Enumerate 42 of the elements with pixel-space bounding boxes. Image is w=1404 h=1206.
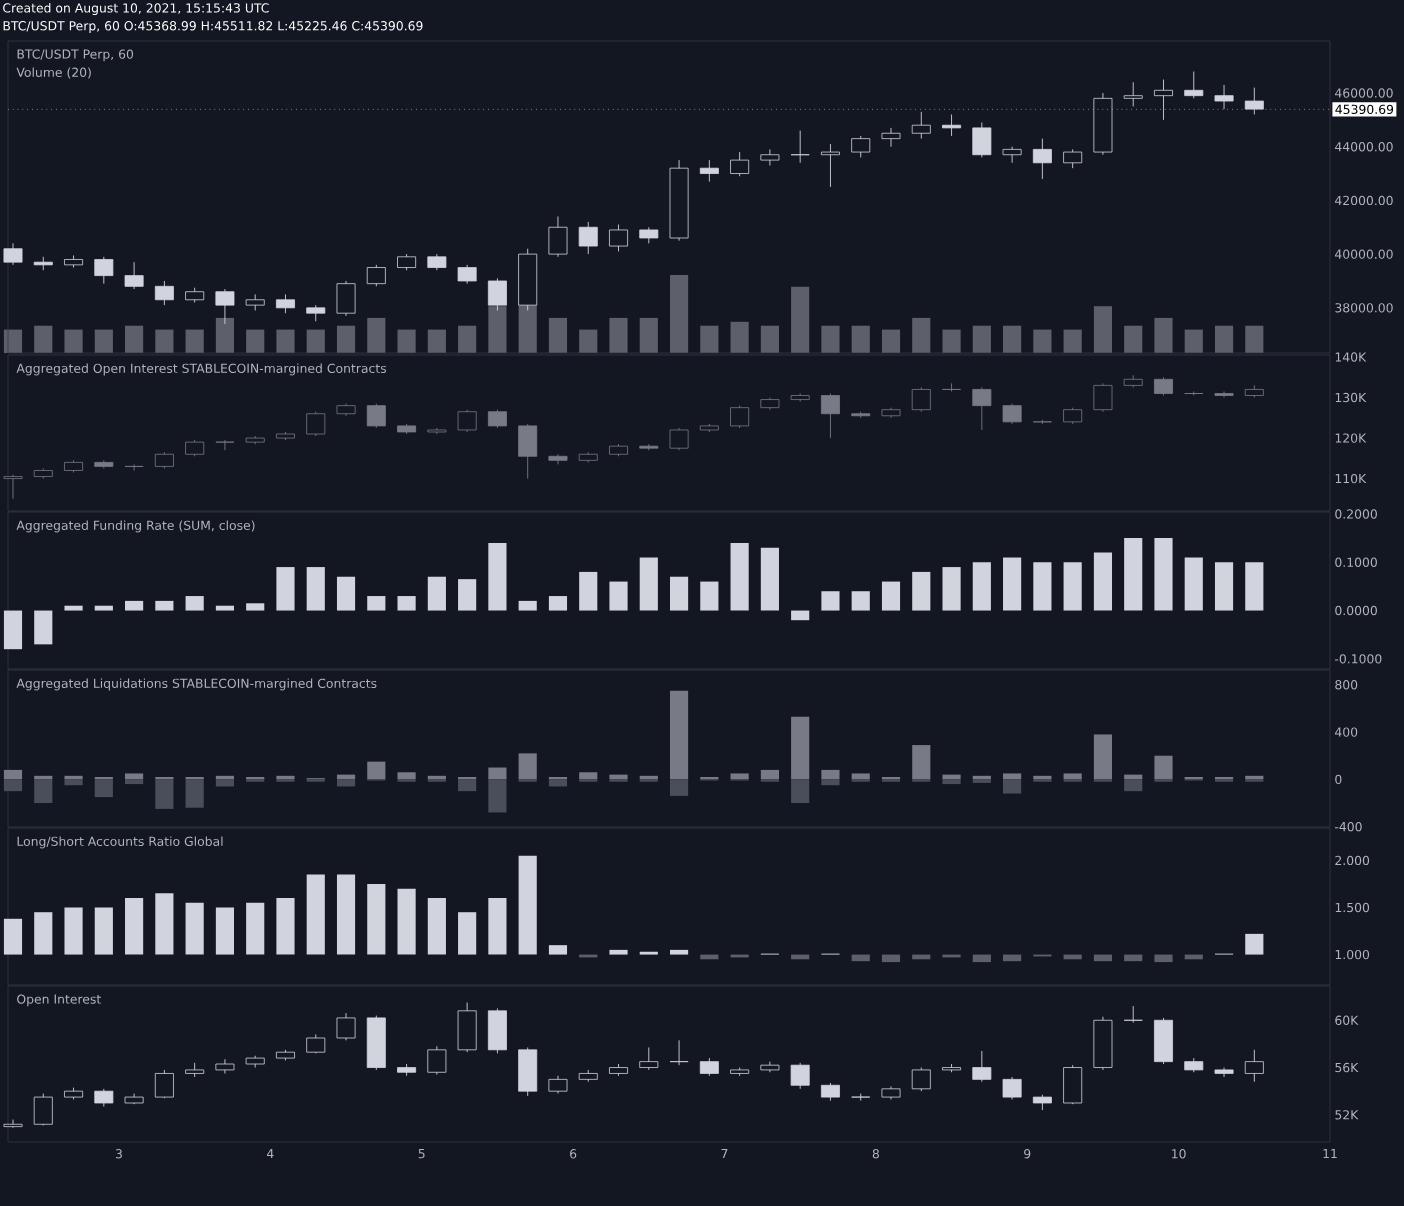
y-tick-label: 1.000	[1335, 949, 1370, 960]
y-tick-label: 38000.00	[1335, 303, 1393, 313]
y-tick-label: 0	[1335, 774, 1342, 785]
y-tick-label: 52K	[1335, 1110, 1359, 1120]
y-tick-label: 42000.00	[1335, 195, 1393, 206]
y-tick-label: 110K	[1335, 473, 1367, 484]
y-tick-label: 44000.00	[1335, 142, 1393, 152]
x-tick-label: 7	[721, 1149, 728, 1159]
x-tick-label: 6	[570, 1149, 577, 1159]
y-tick-label: 40000.00	[1335, 249, 1393, 259]
text: Open Interest	[17, 994, 101, 1007]
x-tick-label: 5	[418, 1149, 425, 1159]
y-tick-label: -400	[1335, 821, 1362, 832]
x-tick-label: 10	[1172, 1149, 1186, 1159]
x-tick-label: 4	[266, 1149, 274, 1159]
y-tick-label: -0.1000	[1335, 654, 1382, 664]
x-tick-label: 11	[1323, 1149, 1337, 1159]
text: BTC/USDT Perp, 60	[17, 49, 134, 62]
y-tick-label: 120K	[1335, 433, 1367, 443]
y-tick-label: 140K	[1335, 352, 1367, 362]
y-tick-label: 60K	[1335, 1015, 1359, 1025]
chart-title: Volume (20)	[16, 67, 91, 79]
ref-line-label: 45390.69	[1335, 104, 1394, 115]
text: Aggregated Funding Rate (SUM, close)	[16, 520, 255, 533]
text: Created on August 10, 2021, 15:15:43 UTC	[3, 3, 269, 15]
y-tick-label: 0.2000	[1335, 509, 1377, 519]
x-tick-label: 3	[115, 1149, 122, 1159]
y-tick-label: 400	[1335, 727, 1358, 737]
y-tick-label: 0.0000	[1335, 605, 1377, 616]
x-tick-label: 8	[872, 1149, 879, 1159]
y-tick-label: 130K	[1335, 392, 1367, 403]
y-tick-label: 46000.00	[1335, 88, 1393, 98]
text: Aggregated Liquidations STABLECOIN-margined Contracts	[16, 678, 377, 691]
y-tick-label: 2.000	[1335, 855, 1370, 866]
x-tick-label: 9	[1024, 1149, 1031, 1159]
y-tick-label: 0.1000	[1335, 557, 1377, 567]
y-tick-label: 56K	[1335, 1062, 1359, 1073]
y-tick-label: 800	[1335, 680, 1358, 690]
y-tick-label: 1.500	[1335, 902, 1370, 913]
text: Long/Short Accounts Ratio Global	[17, 836, 223, 849]
text: BTC/USDT Perp, 60 O:45368.99 H:45511.82 L:45225.46 C:45390.69	[3, 21, 423, 33]
text: Aggregated Open Interest STABLECOIN-margined Contracts	[16, 363, 387, 376]
